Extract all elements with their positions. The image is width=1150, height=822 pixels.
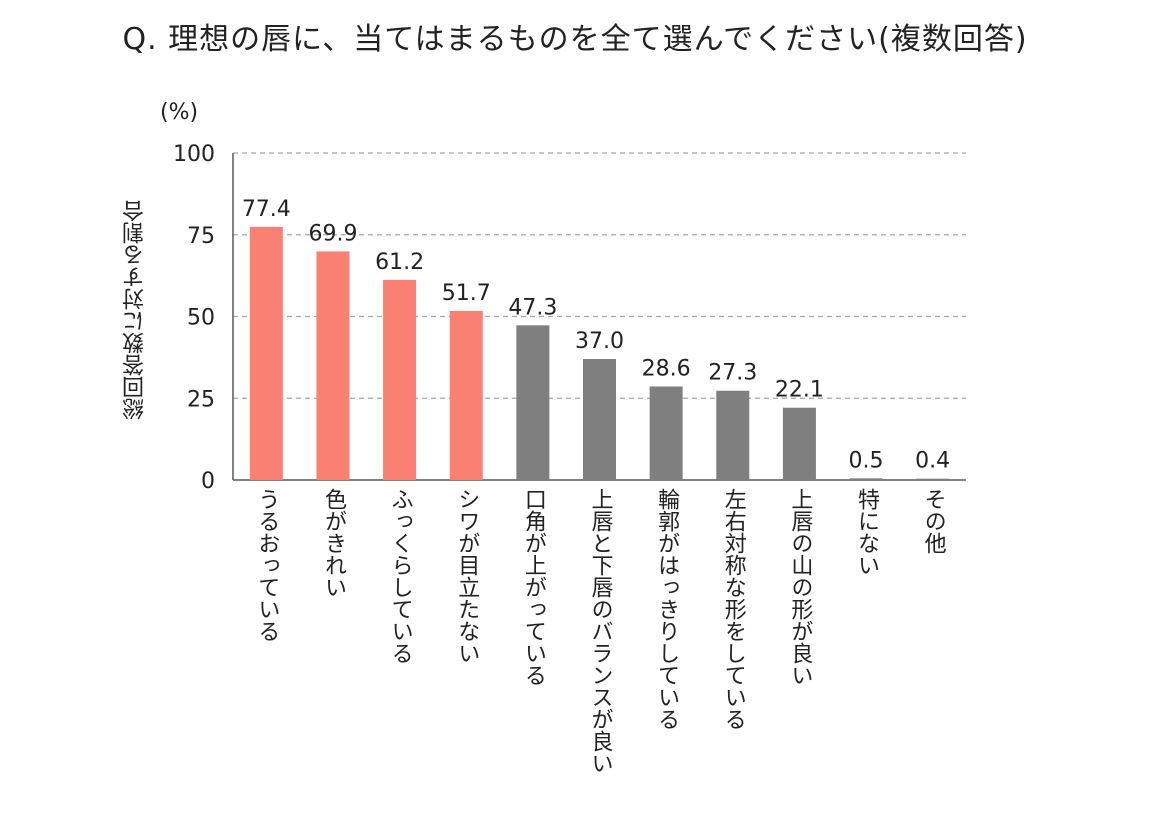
data-label: 69.9 bbox=[308, 221, 357, 246]
bar bbox=[782, 407, 816, 480]
bar bbox=[916, 478, 950, 480]
y-tick-label: 75 bbox=[187, 224, 215, 249]
x-tick-label: 輪郭がはっきりしている bbox=[654, 488, 680, 730]
bar bbox=[449, 310, 483, 480]
y-axis-unit: (%) bbox=[160, 100, 199, 125]
x-tick-label: 色がきれい bbox=[320, 488, 346, 598]
chart-title: Q. 理想の唇に、当てはまるものを全て選んでください(複数回答) bbox=[122, 22, 1028, 57]
bar bbox=[516, 325, 550, 480]
y-tick-label: 50 bbox=[187, 306, 215, 331]
x-tick-label: ふっくらしている bbox=[387, 488, 413, 664]
bar bbox=[849, 478, 883, 480]
data-label: 51.7 bbox=[442, 281, 491, 306]
bar bbox=[716, 390, 750, 480]
x-tick-label: シワが目立たない bbox=[454, 488, 480, 664]
data-label: 27.3 bbox=[708, 361, 757, 386]
bar bbox=[249, 226, 283, 480]
data-label: 61.2 bbox=[375, 250, 424, 275]
data-label: 37.0 bbox=[575, 329, 624, 354]
x-tick-label: 上唇と下唇のバランスが良い bbox=[587, 488, 613, 774]
data-label: 0.4 bbox=[915, 449, 950, 474]
bar bbox=[316, 251, 350, 480]
y-tick-label: 0 bbox=[201, 469, 215, 494]
data-label: 28.6 bbox=[642, 356, 691, 381]
x-tick-label: その他 bbox=[920, 488, 946, 554]
bar bbox=[383, 279, 417, 480]
x-tick-label: 口角が上がっている bbox=[520, 488, 546, 686]
x-tick-label: うるおっている bbox=[254, 488, 280, 642]
bar bbox=[583, 359, 616, 480]
bar bbox=[649, 386, 683, 480]
y-tick-label: 100 bbox=[173, 142, 215, 167]
y-tick-label: 25 bbox=[187, 387, 215, 412]
data-label: 47.3 bbox=[508, 295, 557, 320]
data-label: 0.5 bbox=[849, 448, 884, 473]
data-label: 77.4 bbox=[242, 197, 291, 222]
x-tick-label: 左右対称な形をしている bbox=[720, 488, 746, 730]
x-tick-label: 上唇の山の形が良い bbox=[787, 488, 813, 686]
x-tick-label: 特にない bbox=[854, 488, 880, 576]
data-label: 22.1 bbox=[775, 378, 824, 403]
